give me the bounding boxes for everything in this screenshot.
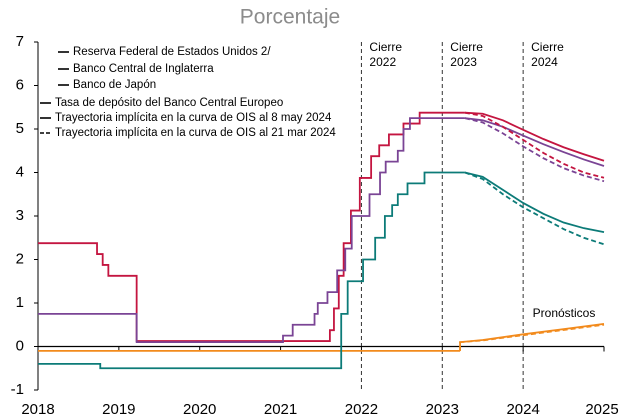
- reference-label: 2023: [450, 55, 477, 69]
- reference-label: Cierre: [531, 40, 564, 54]
- y-tick-label: 5: [16, 120, 24, 137]
- x-tick-label: 2020: [183, 401, 216, 418]
- legend-label: Reserva Federal de Estados Unidos 2/: [73, 46, 271, 58]
- y-tick-label: 7: [16, 33, 24, 50]
- y-tick-label: 1: [16, 294, 24, 311]
- projection-line: [464, 117, 605, 183]
- reference-label: 2022: [369, 55, 396, 69]
- projection-line: [464, 111, 605, 179]
- legend-label: Banco de Japón: [73, 79, 156, 91]
- projection-line: [464, 171, 605, 233]
- legend-label: Trayectoria implícita en la curva de OIS…: [55, 112, 332, 124]
- y-tick-label: 2: [16, 250, 24, 267]
- x-tick-label: 2022: [345, 401, 378, 418]
- legend-label: Trayectoria implícita en la curva de OIS…: [55, 127, 336, 139]
- x-tick-label: 2024: [506, 401, 539, 418]
- chart-title: Porcentaje: [240, 6, 340, 29]
- series-line: [38, 171, 465, 370]
- x-tick-label: 2023: [426, 401, 459, 418]
- y-tick-label: 4: [16, 163, 24, 180]
- projection-line: [459, 323, 605, 351]
- series-line: [38, 111, 465, 342]
- x-tick-label: 2018: [21, 401, 54, 418]
- projection-line: [464, 117, 605, 167]
- y-tick-label: 6: [16, 76, 24, 93]
- y-tick-label: 0: [16, 337, 24, 354]
- legend-label: Tasa de depósito del Banco Central Europ…: [55, 97, 283, 109]
- annotation: Pronósticos: [533, 306, 596, 320]
- reference-label: 2024: [531, 55, 558, 69]
- projection-line: [464, 111, 605, 162]
- x-tick-label: 2021: [264, 401, 297, 418]
- series-line: [38, 117, 465, 344]
- x-tick-label: 2025: [585, 401, 618, 418]
- reference-label: Cierre: [450, 40, 483, 54]
- y-tick-label: -1: [11, 381, 24, 398]
- projection-line: [464, 171, 605, 246]
- legend-label: Banco Central de Inglaterra: [73, 63, 214, 75]
- reference-label: Cierre: [369, 40, 402, 54]
- y-tick-label: 3: [16, 207, 24, 224]
- x-tick-label: 2019: [102, 401, 135, 418]
